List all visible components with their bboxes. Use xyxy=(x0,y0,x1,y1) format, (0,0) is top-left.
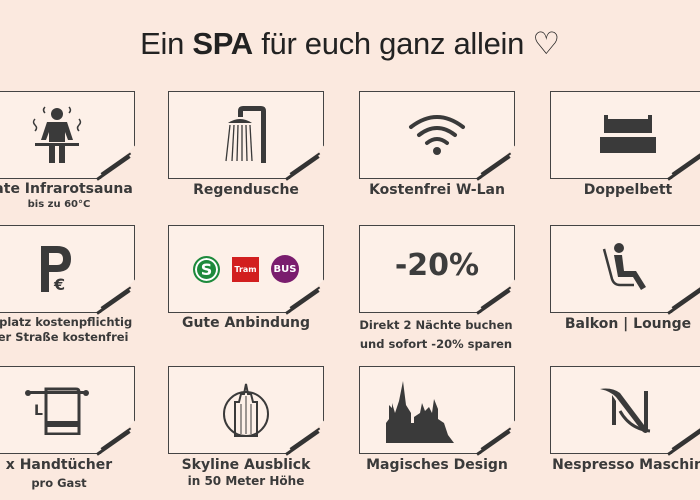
label-lounge: Balkon | Lounge xyxy=(564,316,692,332)
label-discount: Direkt 2 Nächte buchen xyxy=(359,318,513,332)
label-nespresso: Nespresso Maschin xyxy=(552,457,700,473)
transit-icons: S Tram BUS xyxy=(169,226,323,312)
sauna-icon xyxy=(32,106,82,163)
card-discount: -20% xyxy=(359,225,515,313)
card-sauna xyxy=(0,91,135,179)
card-design xyxy=(359,366,515,454)
label-skyline: Skyline Ausblick xyxy=(181,457,311,473)
shower-icon xyxy=(225,106,266,163)
lounge-chair-icon xyxy=(602,243,646,290)
card-shower xyxy=(168,91,324,179)
discount-value: -20% xyxy=(394,247,480,283)
card-wifi xyxy=(359,91,515,179)
label-shower: Regendusche xyxy=(193,182,299,198)
page-title: Ein SPA für euch ganz allein ♡ xyxy=(140,26,560,61)
sub-sauna: bis zu 60°C xyxy=(27,199,91,210)
sub-parking: der Straße kostenfrei xyxy=(0,330,129,344)
card-skyline xyxy=(168,366,324,454)
card-transit: S Tram BUS xyxy=(168,225,324,313)
parking-icon: € xyxy=(41,246,71,294)
card-lounge xyxy=(550,225,700,313)
castle-silhouette-icon xyxy=(386,381,458,443)
towel-icon: L xyxy=(25,387,89,435)
bus-icon: BUS xyxy=(271,255,299,283)
label-transit: Gute Anbindung xyxy=(181,315,311,331)
towel-size-letter: L xyxy=(34,403,43,419)
label-bed: Doppelbett xyxy=(583,182,673,198)
svg-text:€: € xyxy=(53,275,65,294)
label-design: Magisches Design xyxy=(366,457,508,473)
card-nespresso xyxy=(550,366,700,454)
sub-skyline: in 50 Meter Höhe xyxy=(187,474,305,488)
tram-icon: Tram xyxy=(232,256,259,282)
label-towel: x Handtücher xyxy=(5,457,113,473)
label-wifi: Kostenfrei W-Lan xyxy=(369,182,505,198)
card-bed xyxy=(550,91,700,179)
wifi-icon xyxy=(409,115,465,155)
label-sauna: vate Infrarotsauna xyxy=(0,181,133,197)
sbahn-icon: S xyxy=(193,255,220,283)
label-parking: rkplatz kostenpflichtig xyxy=(0,315,133,329)
sub-discount: und sofort -20% sparen xyxy=(359,337,513,351)
skyscraper-icon xyxy=(223,383,269,437)
bed-icon xyxy=(600,115,656,153)
sub-towel: pro Gast xyxy=(31,476,87,490)
nespresso-logo-icon xyxy=(600,388,651,433)
